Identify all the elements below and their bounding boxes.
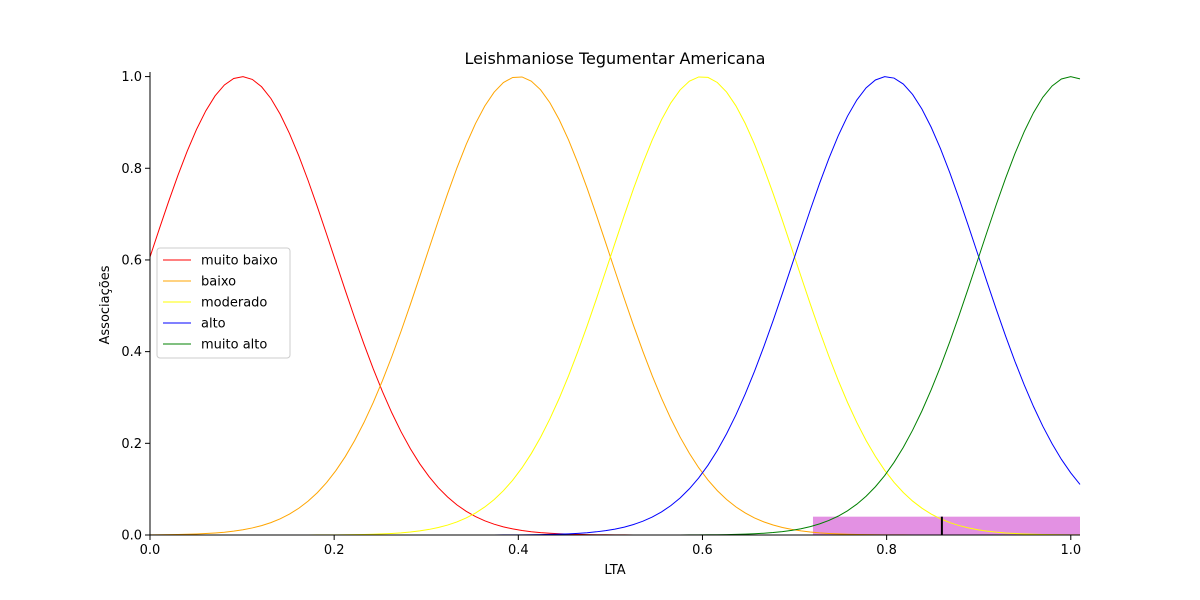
- y-tick-label: 0.4: [121, 345, 142, 360]
- x-tick-label: 0.6: [692, 543, 713, 558]
- x-tick-label: 0.2: [324, 543, 345, 558]
- y-tick-label: 0.2: [121, 437, 142, 452]
- legend-label: baixo: [201, 275, 236, 290]
- x-tick-label: 0.8: [876, 543, 897, 558]
- y-tick-label: 1.0: [121, 70, 142, 85]
- x-tick-label: 1.0: [1060, 543, 1081, 558]
- legend: muito baixo baixo moderado alto muito alto: [156, 247, 291, 359]
- legend-frame: [156, 247, 291, 359]
- y-axis-label: Associações: [98, 265, 113, 344]
- x-tick-label: 0.4: [508, 543, 529, 558]
- y-tick-label: 0.6: [121, 253, 142, 268]
- x-axis-label: LTA: [604, 563, 625, 578]
- plot-area: 0.0 0.2 0.4 0.6 0.8 1.0 0.0 0.2 0.4 0.6 0.8 1.0: [121, 70, 1081, 558]
- legend-label: alto: [201, 317, 226, 332]
- x-tick-label: 0.0: [140, 543, 161, 558]
- y-tick-label: 0.8: [121, 162, 142, 177]
- legend-label: muito alto: [201, 338, 267, 353]
- chart-title: Leishmaniose Tegumentar Americana: [465, 49, 766, 68]
- y-tick-label: 0.0: [121, 529, 142, 544]
- legend-label: moderado: [201, 296, 267, 311]
- legend-label: muito baixo: [201, 254, 278, 269]
- activation-fill: [812, 516, 1080, 535]
